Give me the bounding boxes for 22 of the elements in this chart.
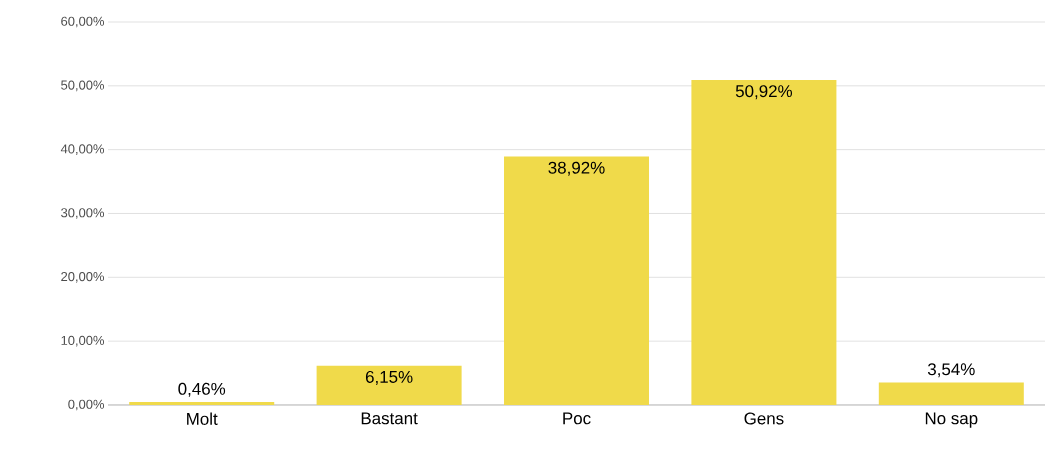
- data-label: 3,54%: [927, 363, 975, 378]
- bar: [691, 79, 837, 405]
- data-label: 6,15%: [365, 370, 413, 385]
- x-tick-label: Gens: [744, 412, 784, 425]
- y-tick-label: 30,00%: [61, 208, 105, 219]
- y-tick-label: 10,00%: [61, 335, 105, 347]
- y-tick-label: 60,00%: [61, 16, 105, 28]
- bar: [504, 156, 650, 405]
- data-label: 38,92%: [548, 161, 605, 176]
- x-tick-label: Molt: [187, 412, 218, 425]
- bar: [316, 365, 462, 405]
- bar: [129, 402, 275, 405]
- data-label: 0,46%: [178, 382, 226, 397]
- x-tick-label: Poc: [563, 412, 591, 425]
- data-label: 50,92%: [735, 85, 793, 100]
- x-tick-label: Bastant: [361, 412, 418, 425]
- x-tick-label: No sap: [925, 412, 978, 428]
- y-tick-label: 20,00%: [61, 271, 105, 283]
- bar: [878, 382, 1024, 405]
- y-tick-label: 40,00%: [60, 144, 105, 156]
- y-tick-label: 0,00%: [68, 399, 105, 411]
- y-tick-label: 50,00%: [61, 80, 105, 92]
